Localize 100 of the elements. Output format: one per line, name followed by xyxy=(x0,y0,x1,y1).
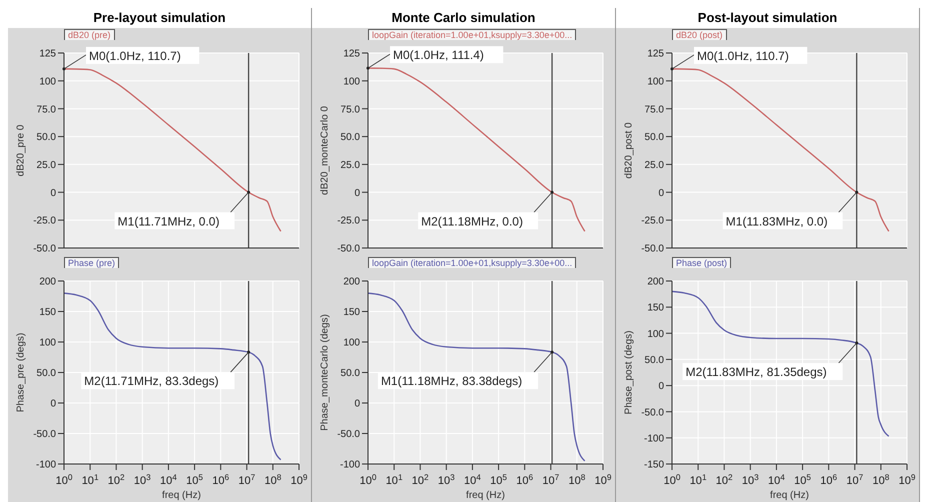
y-tick-label: 100 xyxy=(39,76,56,88)
y-axis-title: Phase_pre (degs) xyxy=(16,332,27,412)
y-tick-label: 25.0 xyxy=(36,160,56,171)
annotation: M0(1.0Hz, 110.7) xyxy=(89,48,181,63)
y-tick-label: 0 xyxy=(658,188,664,199)
x-tick-label: 10$^{8}$ xyxy=(264,472,282,487)
y-tick-label: 150 xyxy=(647,302,664,314)
y-tick-label: 75.0 xyxy=(36,104,56,116)
x-tick-label: 10$^{1}$ xyxy=(386,472,403,487)
annotation: M0(1.0Hz, 111.4) xyxy=(393,48,484,62)
y-tick-label: 125 xyxy=(343,48,360,60)
y-tick-label: -50.0 xyxy=(641,407,664,418)
x-tick-label: 10$^{3}$ xyxy=(134,472,152,487)
text: Phase (post) xyxy=(672,257,732,268)
y-tick-label: 25.0 xyxy=(340,160,360,171)
y-tick-label: 50.0 xyxy=(36,368,56,380)
x-tick-label: 10$^{1}$ xyxy=(690,472,707,487)
x-tick-label: 10$^{5}$ xyxy=(186,472,204,487)
y-tick-label: -25.0 xyxy=(33,216,56,227)
y-axis-title: Phase_monteCarlo (degs) xyxy=(320,314,331,431)
y-tick-label: 200 xyxy=(647,276,664,288)
y-tick-label: 150 xyxy=(343,307,360,318)
x-tick-label: 10$^{7}$ xyxy=(542,472,560,487)
x-tick-label: 10$^{4}$ xyxy=(768,472,786,487)
annotation: M1(11.18MHz, 83.38degs) xyxy=(380,374,522,388)
x-tick-label: 10$^{5}$ xyxy=(490,472,508,487)
y-tick-label: 100 xyxy=(39,338,56,349)
x-tick-label: 10$^{7}$ xyxy=(238,472,256,487)
x-tick-label: 10$^{1}$ xyxy=(82,472,99,487)
y-tick-label: 50.0 xyxy=(340,368,360,380)
annotation: M2(11.18MHz, 0.0) xyxy=(421,214,523,228)
annotation: M0(1.0Hz, 110.7) xyxy=(697,48,789,63)
annotation: M2(11.83MHz, 81.35degs) xyxy=(686,365,827,380)
y-tick-label: -100 xyxy=(340,460,360,471)
x-tick-label: 10$^{3}$ xyxy=(438,472,456,487)
y-tick-label: -50.0 xyxy=(641,244,664,255)
x-tick-label: 10$^{8}$ xyxy=(872,472,890,487)
y-tick-label: 50.0 xyxy=(644,132,664,144)
y-tick-label: -50.0 xyxy=(337,429,360,440)
y-tick-label: 0 xyxy=(658,381,664,392)
y-tick-label: 150 xyxy=(39,307,56,318)
y-tick-label: -50.0 xyxy=(33,244,56,255)
y-tick-label: 200 xyxy=(343,276,360,288)
text: dB20 (post) xyxy=(672,29,727,40)
y-tick-label: -25.0 xyxy=(641,216,664,227)
y-tick-label: 0 xyxy=(50,398,56,410)
y-tick-label: 75.0 xyxy=(644,104,664,116)
y-axis-title: dB20_pre 0 xyxy=(16,124,27,176)
y-tick-label: 50.0 xyxy=(340,132,360,144)
y-tick-label: 0 xyxy=(354,188,360,199)
text: loopGain (iteration=1.00e+01,ksupply=3.30e+00... xyxy=(368,29,576,40)
chart-title: Monte Carlo simulation xyxy=(312,8,615,28)
x-tick-label: 10$^{7}$ xyxy=(846,472,864,487)
x-tick-label: 10$^{4}$ xyxy=(464,472,482,487)
y-tick-label: 50.0 xyxy=(644,354,664,366)
y-tick-label: 200 xyxy=(39,276,56,288)
x-tick-label: 10$^{6}$ xyxy=(516,472,534,487)
x-tick-label: 10$^{3}$ xyxy=(742,472,760,487)
x-tick-label: 10$^{2}$ xyxy=(412,472,430,487)
y-tick-label: -100 xyxy=(36,460,56,471)
y-tick-label: 125 xyxy=(39,48,56,60)
x-axis-title: freq (Hz) xyxy=(770,490,809,501)
y-tick-label: 125 xyxy=(647,48,664,60)
y-tick-label: 50.0 xyxy=(36,132,56,144)
annotation: M1(11.71MHz, 0.0) xyxy=(118,214,220,228)
y-tick-label: 0 xyxy=(50,188,56,199)
x-tick-label: 10$^{9}$ xyxy=(898,472,916,487)
x-axis-title: freq (Hz) xyxy=(162,490,201,501)
y-tick-label: -25.0 xyxy=(337,216,360,227)
y-axis-title: dB20_post 0 xyxy=(624,122,635,179)
x-tick-label: 10$^{4}$ xyxy=(160,472,178,487)
y-axis-title: dB20_monteCarlo 0 xyxy=(320,106,331,195)
x-tick-label: 10$^{0}$ xyxy=(56,472,73,487)
y-tick-label: -50.0 xyxy=(33,429,56,440)
x-tick-label: 10$^{8}$ xyxy=(568,472,586,487)
text: loopGain (iteration=1.00e+01,ksupply=3.30e+00... xyxy=(368,257,576,268)
x-tick-label: 10$^{2}$ xyxy=(108,472,126,487)
x-tick-label: 10$^{2}$ xyxy=(716,472,734,487)
text: Phase (pre) xyxy=(64,257,120,268)
annotation: M1(11.83MHz, 0.0) xyxy=(726,214,828,228)
y-tick-label: -150 xyxy=(644,460,664,471)
y-tick-label: 75.0 xyxy=(340,104,360,116)
y-tick-label: 100 xyxy=(647,76,664,88)
chart-title: Post-layout simulation xyxy=(616,8,919,28)
x-tick-label: 10$^{0}$ xyxy=(664,472,681,487)
x-axis-title: freq (Hz) xyxy=(466,490,505,501)
x-tick-label: 10$^{9}$ xyxy=(290,472,308,487)
y-tick-label: 100 xyxy=(343,338,360,349)
x-tick-label: 10$^{6}$ xyxy=(212,472,230,487)
y-tick-label: 100 xyxy=(647,328,664,340)
chart-title: Pre-layout simulation xyxy=(8,8,311,28)
y-tick-label: 100 xyxy=(343,76,360,88)
y-axis-title: Phase_post (degs) xyxy=(624,330,635,414)
annotation: M2(11.71MHz, 83.3degs) xyxy=(84,374,219,388)
text: dB20 (pre) xyxy=(64,29,115,40)
x-tick-label: 10$^{0}$ xyxy=(360,472,377,487)
y-tick-label: -50.0 xyxy=(337,244,360,255)
y-tick-label: 0 xyxy=(354,398,360,410)
x-tick-label: 10$^{6}$ xyxy=(820,472,838,487)
x-tick-label: 10$^{9}$ xyxy=(594,472,612,487)
